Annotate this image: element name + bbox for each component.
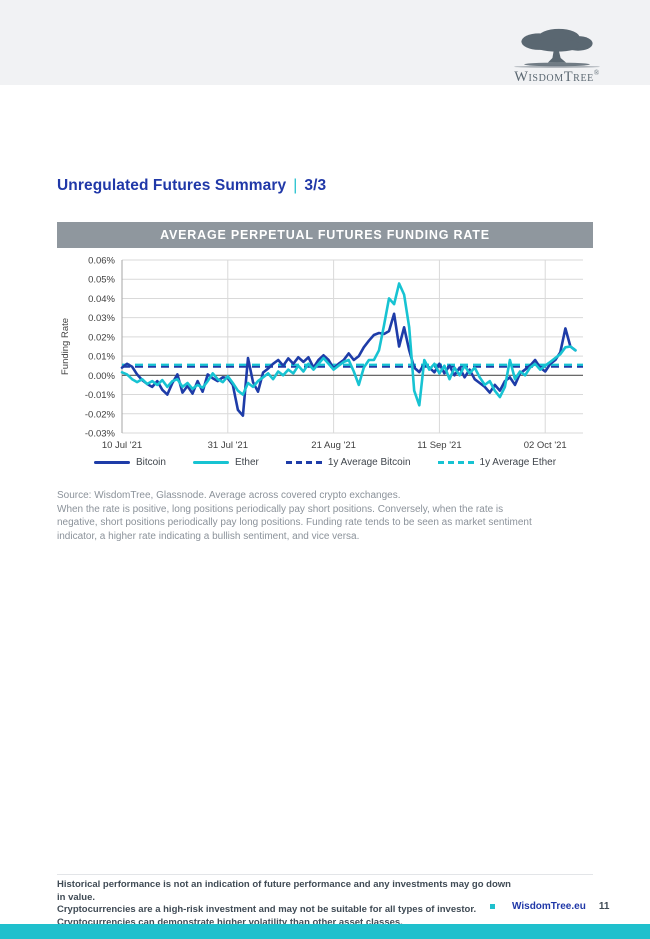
title-separator: |	[293, 177, 298, 194]
page-indicator: 3/3	[304, 177, 327, 194]
ether-line-swatch	[192, 461, 229, 464]
registered-mark: ®	[593, 69, 600, 78]
svg-text:-0.01%: -0.01%	[85, 390, 116, 401]
svg-text:10 Jul '21: 10 Jul '21	[102, 440, 142, 451]
legend-item-bitcoin: Bitcoin	[93, 457, 166, 468]
legend-label-avg-bitcoin: 1y Average Bitcoin	[327, 457, 411, 468]
footer-divider	[57, 874, 593, 875]
svg-text:Funding Rate: Funding Rate	[60, 318, 71, 375]
page-title-text: Unregulated Futures Summary	[57, 177, 287, 194]
svg-text:0.06%: 0.06%	[88, 256, 115, 267]
funding-rate-chart: 0.06% 0.05% 0.04% 0.03% 0.02% 0.01% 0.00% -0.01…	[60, 256, 583, 451]
wisdomtree-eu-link[interactable]: WisdomTree.eu	[512, 901, 586, 912]
disclaimer-line: Cryptocurrencies are a high-risk investm…	[57, 904, 477, 915]
source-line: negative, short positions periodically p…	[57, 517, 532, 528]
legend-item-avg-ether: 1y Average Ether	[437, 457, 557, 468]
legend-label-avg-ether: 1y Average Ether	[479, 457, 557, 468]
svg-text:-0.02%: -0.02%	[85, 409, 116, 420]
footer-meta: WisdomTree.eu 11	[490, 901, 609, 912]
page-number: 11	[598, 901, 610, 912]
svg-text:0.02%: 0.02%	[88, 332, 115, 343]
teal-square-bullet-icon	[490, 904, 495, 909]
disclaimer-line: Cryptocurrencies can demonstrate higher …	[57, 916, 403, 928]
bottom-teal-bar	[0, 924, 650, 939]
svg-text:0.00%: 0.00%	[88, 371, 115, 382]
wisdomtree-logo: WisdomTree®	[503, 27, 611, 85]
page-title: Unregulated Futures Summary | 3/3	[57, 177, 326, 195]
legend-item-ether: Ether	[192, 457, 259, 468]
svg-text:11 Sep '21: 11 Sep '21	[417, 440, 461, 451]
source-note: Source: WisdomTree, Glassnode. Average a…	[57, 489, 593, 543]
bitcoin-line-swatch	[93, 461, 130, 464]
tree-icon	[503, 27, 611, 69]
avg-bitcoin-dash-swatch	[285, 461, 322, 464]
chart-legend: Bitcoin Ether 1y Average Bitcoin 1y Aver…	[57, 457, 593, 468]
svg-text:0.03%: 0.03%	[88, 313, 115, 324]
source-line: When the rate is positive, long position…	[57, 503, 504, 515]
source-line: Source: WisdomTree, Glassnode. Average a…	[57, 490, 401, 501]
svg-text:31 Jul '21: 31 Jul '21	[208, 440, 248, 451]
svg-text:21 Aug '21: 21 Aug '21	[311, 440, 356, 451]
chart-title-bar: AVERAGE PERPETUAL FUTURES FUNDING RATE	[57, 222, 593, 248]
svg-text:02 Oct '21: 02 Oct '21	[524, 440, 567, 451]
footer-disclaimer: Historical performance is not an indicat…	[57, 879, 517, 929]
svg-text:0.04%: 0.04%	[88, 294, 115, 305]
source-line: indicator, a higher rate indicating a bu…	[57, 530, 360, 542]
wisdomtree-wordmark: WisdomTree®	[514, 69, 600, 85]
legend-item-avg-bitcoin: 1y Average Bitcoin	[285, 457, 411, 468]
svg-text:0.01%: 0.01%	[88, 352, 115, 363]
svg-text:0.05%: 0.05%	[88, 275, 115, 286]
legend-label-ether: Ether	[234, 457, 259, 468]
svg-text:-0.03%: -0.03%	[85, 429, 116, 440]
legend-label-bitcoin: Bitcoin	[135, 457, 166, 468]
disclaimer-line: Historical performance is not an indicat…	[57, 879, 511, 903]
avg-ether-dash-swatch	[437, 461, 474, 464]
funding-rate-chart-block: AVERAGE PERPETUAL FUTURES FUNDING RATE 0…	[57, 222, 593, 468]
